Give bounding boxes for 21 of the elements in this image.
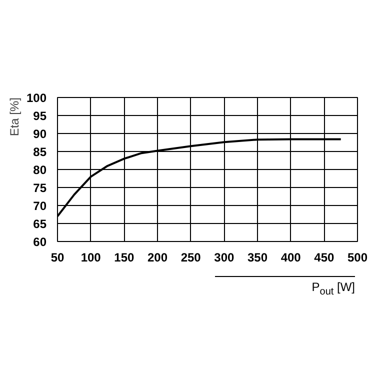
x-tick-label: 400 <box>280 250 302 264</box>
y-tick-label: 90 <box>33 127 47 141</box>
y-tick-label: 70 <box>33 199 47 213</box>
x-tick-label: 50 <box>50 250 64 264</box>
y-tick-label: 100 <box>26 91 47 105</box>
y-tick-label: 95 <box>33 109 47 123</box>
x-tick-label: 450 <box>314 250 335 264</box>
x-tick-label: 100 <box>80 250 102 264</box>
x-tick-label: 500 <box>347 250 368 264</box>
y-tick-label: 75 <box>33 181 47 195</box>
x-axis-title: P$_{out}$ [W] <box>215 276 355 300</box>
y-tick-label: 80 <box>33 163 47 177</box>
x-tick-label: 300 <box>214 250 235 264</box>
x-tick-label: 150 <box>114 250 135 264</box>
x-tick-label: 200 <box>147 250 168 264</box>
y-tick-label: 60 <box>33 235 47 249</box>
y-tick-label: 65 <box>33 217 47 231</box>
y-tick-label: 85 <box>33 145 47 159</box>
x-tick-label: 350 <box>247 250 268 264</box>
y-axis-title: Eta [%] <box>8 97 22 136</box>
x-tick-label: 250 <box>180 250 202 264</box>
